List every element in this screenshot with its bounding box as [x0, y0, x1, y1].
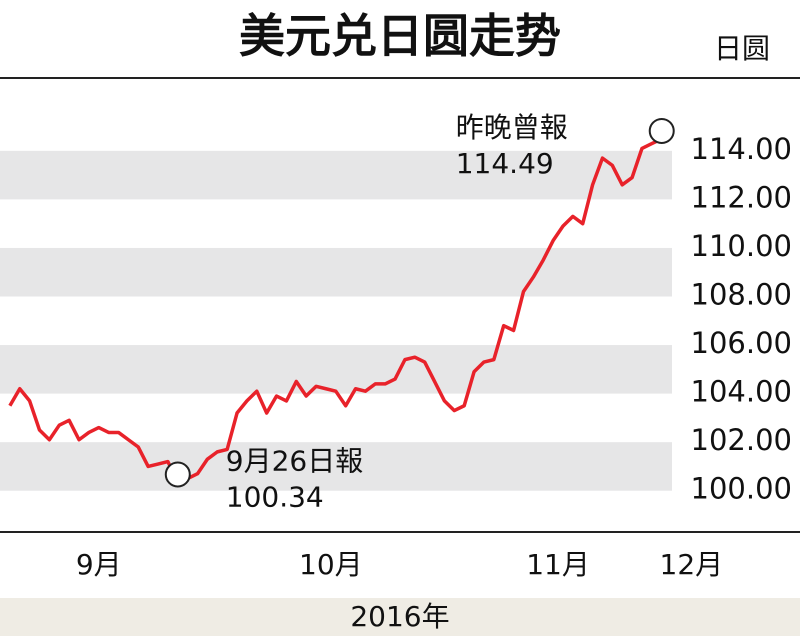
y-tick-label: 104.00: [691, 375, 792, 409]
x-tick-label: 9月: [76, 548, 122, 581]
y-tick-label: 100.00: [691, 472, 792, 506]
highlight-point: [164, 461, 191, 488]
grid-band: [0, 247, 672, 297]
grid-band: [0, 442, 672, 491]
annotation-text: 昨晚曾報: [456, 111, 568, 144]
line-series: [8, 137, 663, 485]
annotation-value: 114.49: [456, 147, 554, 180]
bands: [0, 150, 672, 491]
footer-band: [0, 598, 800, 636]
x-tick-label: 11月: [526, 548, 590, 581]
x-tick-label: 12月: [660, 548, 724, 581]
y-tick-label: 112.00: [691, 180, 792, 214]
highlight-point: [648, 117, 675, 144]
grid-band: [0, 345, 672, 394]
y-axis-label: 日圆: [714, 32, 770, 65]
chart-title: 美元兑日圆走势: [239, 9, 561, 63]
annotation-text: 9月26日報: [226, 444, 363, 477]
annotation-value: 100.34: [226, 480, 324, 513]
grid-band: [0, 150, 672, 200]
x-axis-label: 2016年: [350, 600, 449, 633]
y-tick-label: 114.00: [691, 132, 792, 166]
y-tick-label: 110.00: [691, 229, 792, 263]
y-tick-label: 108.00: [691, 278, 792, 312]
y-tick-label: 106.00: [691, 326, 792, 360]
x-tick-label: 10月: [299, 548, 363, 581]
y-tick-label: 102.00: [691, 423, 792, 457]
